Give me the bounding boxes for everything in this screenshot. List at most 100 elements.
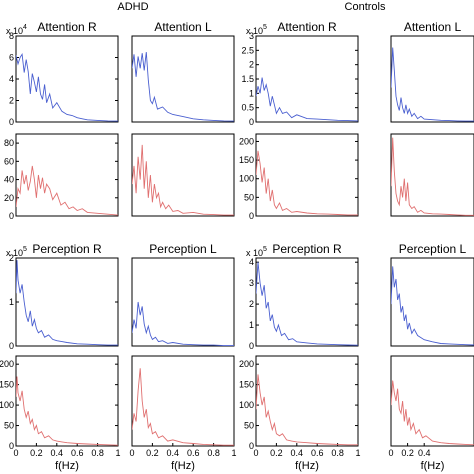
y-tick-label: 0 [9, 341, 14, 351]
panel-frame [131, 257, 235, 347]
panel-13: 0 50 100 150 200 0 0.2 0.4 0.6 0.8 1 f(Hz) [0, 355, 121, 472]
group-label: Controls [345, 1, 386, 13]
y-tick-label: 60 [4, 156, 14, 166]
panel-14: 0 0.2 0.4 0.6 0.8 1 f(Hz) [129, 355, 237, 472]
y-tick-label: 0 [9, 441, 14, 451]
y-tick-label: 2 [9, 253, 14, 263]
x-tick-label: 1 [355, 448, 360, 458]
x-tick-label: 0 [13, 448, 18, 458]
series-line [391, 380, 474, 446]
panel-frame [390, 257, 474, 347]
x-tick-label: 1 [231, 448, 236, 458]
y-tick-label: 4 [249, 257, 254, 267]
y-tick-label: 0 [9, 117, 14, 127]
panel-frame [255, 35, 359, 123]
series-line [391, 266, 474, 346]
scale-factor: x 105 [246, 24, 267, 36]
x-tick-label: 0.4 [51, 448, 64, 458]
y-tick-label: 4 [9, 74, 14, 84]
x-tick-label: 1 [115, 448, 120, 458]
x-tick-label: 0.2 [146, 448, 159, 458]
panel-10: Perception L [131, 242, 235, 347]
y-tick-label: 80 [4, 138, 14, 148]
y-tick-label: 3 [249, 31, 254, 41]
scale-exponent: 5 [263, 24, 267, 31]
panel-frame [15, 35, 119, 123]
series-line [16, 52, 118, 122]
series-line [391, 47, 474, 122]
x-tick-label: 0.6 [311, 448, 324, 458]
y-tick-label: 1 [249, 320, 254, 330]
y-tick-label: 3 [249, 278, 254, 288]
panel-frame [131, 355, 235, 447]
scale-exponent: 5 [23, 246, 27, 253]
series-line [256, 77, 358, 122]
scale-factor: x 105 [6, 246, 27, 258]
x-tick-label: 0.6 [187, 448, 200, 458]
x-tick-label: 0.4 [291, 448, 304, 458]
panel-frame [131, 133, 235, 217]
y-tick-label: 50 [244, 192, 254, 202]
panel-9: 0 1 2 Perception R x 105 [6, 242, 119, 351]
panel-frame [390, 133, 474, 217]
panel-title: Perception R [272, 242, 342, 256]
series-line [132, 368, 234, 446]
panel-title: Perception R [32, 242, 102, 256]
panel-title: Attention R [37, 20, 97, 34]
y-tick-label: 100 [0, 400, 14, 410]
series-line [256, 374, 358, 446]
y-tick-label: 20 [4, 193, 14, 203]
x-tick-label: 0.8 [331, 448, 344, 458]
y-tick-label: 0 [249, 211, 254, 221]
y-tick-label: 150 [239, 155, 254, 165]
panel-6 [131, 133, 235, 217]
panel-frame [15, 355, 119, 447]
series-line [16, 165, 118, 216]
panel-title: Attention L [404, 20, 462, 34]
panel-title: Attention L [154, 20, 212, 34]
series-line [256, 150, 358, 216]
y-tick-label: 150 [239, 380, 254, 390]
y-tick-label: 2 [9, 96, 14, 106]
y-tick-label: 50 [244, 421, 254, 431]
panel-title: Attention R [277, 20, 337, 34]
y-tick-label: 200 [239, 359, 254, 369]
y-tick-label: 200 [0, 359, 14, 369]
x-tick-label: 0.6 [71, 448, 84, 458]
panel-title: Perception L [149, 242, 217, 256]
y-tick-label: 2 [249, 299, 254, 309]
y-tick-label: 0 [249, 117, 254, 127]
scale-exponent: 5 [263, 246, 267, 253]
panel-frame [15, 133, 119, 217]
panel-15: 0 50 100 150 200 0 0.2 0.4 0.6 0.8 1 f(Hz) [239, 355, 361, 472]
panel-3: 0 0.5 1 1.5 2 2.5 3 Attention R x 105 Controls [241, 1, 385, 127]
panel-16: 0 0.2 0.4 f(Hz) [388, 355, 474, 472]
y-tick-label: 2.5 [241, 45, 254, 55]
group-label: ADHD [117, 1, 148, 13]
series-line [132, 301, 234, 346]
series-line [16, 376, 118, 446]
x-tick-label: 0.8 [207, 448, 220, 458]
panel-frame [131, 35, 235, 123]
x-axis-label: f(Hz) [295, 460, 319, 472]
series-line [391, 137, 474, 216]
series-line [132, 144, 234, 216]
y-tick-label: 0 [9, 211, 14, 221]
y-tick-label: 100 [239, 174, 254, 184]
panel-frame [390, 355, 474, 447]
y-tick-label: 1 [249, 88, 254, 98]
x-tick-label: 0 [388, 448, 393, 458]
y-tick-label: 40 [4, 175, 14, 185]
panel-11: 0 1 2 3 4 Perception R x 105 [246, 242, 359, 351]
y-tick-label: 100 [239, 400, 254, 410]
y-tick-label: 0 [249, 341, 254, 351]
panel-7: 0 50 100 150 200 [239, 133, 359, 221]
panel-5: 0 20 40 60 80 [4, 133, 119, 221]
x-tick-label: 0 [129, 448, 134, 458]
series-line [16, 260, 118, 346]
y-tick-label: 50 [4, 421, 14, 431]
x-tick-label: 0.2 [30, 448, 43, 458]
x-axis-label: f(Hz) [171, 460, 195, 472]
y-tick-label: 8 [9, 31, 14, 41]
